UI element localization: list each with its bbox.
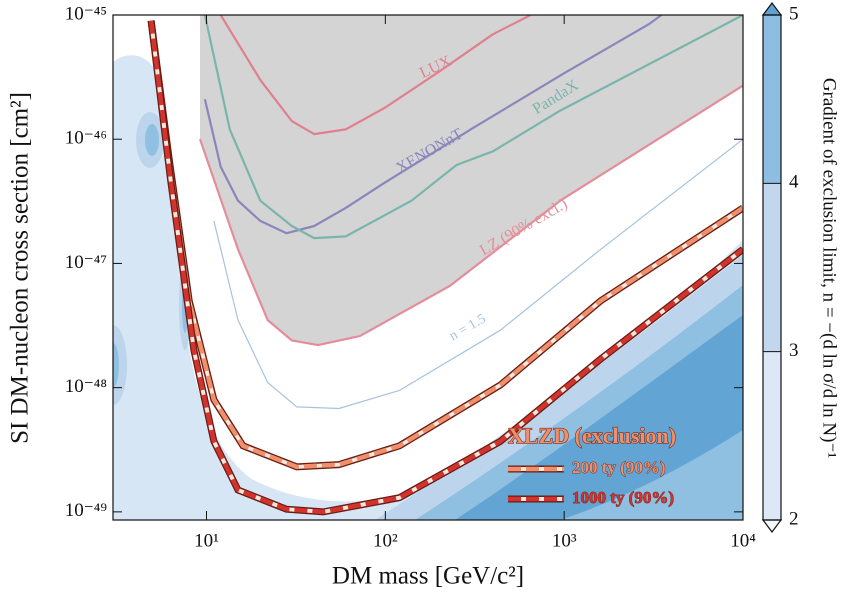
legend-label: 200 ty (90%)	[572, 458, 665, 477]
colorbar-label: Gradient of exclusion limit, n = −(d ln …	[819, 78, 840, 459]
contour-blob	[113, 325, 127, 405]
x-tick-label: 10¹	[194, 530, 219, 551]
colorbar-tick-label: 4	[789, 172, 799, 193]
plot-area	[147, 15, 743, 516]
contour-blob	[145, 124, 159, 156]
x-axis-label: DM mass [GeV/c²]	[332, 563, 524, 590]
curve	[203, 15, 743, 240]
colorbar-over	[761, 1, 783, 16]
y-tick-label: 10⁻⁴⁹	[65, 500, 108, 521]
colorbar-under	[761, 519, 783, 533]
y-tick-label: 10⁻⁴⁸	[65, 376, 107, 397]
colorbar-segment	[763, 15, 781, 184]
colorbar-segment	[763, 351, 781, 520]
y-tick-label: 10⁻⁴⁶	[65, 128, 107, 149]
colorbar-segment	[763, 183, 781, 352]
contour-level-4	[455, 315, 743, 520]
frame	[112, 14, 744, 521]
curve	[203, 15, 663, 235]
x-tick-label: 10²	[373, 530, 398, 551]
y-tick-label: 10⁻⁴⁷	[65, 252, 107, 273]
legend-label: 1000 ty (90%)	[572, 488, 674, 507]
x-tick-label: 10⁴	[730, 530, 756, 551]
x-tick-label: 10³	[552, 530, 577, 551]
curve	[148, 20, 743, 515]
curve	[219, 15, 532, 136]
excluded-region	[200, 15, 743, 346]
curve	[198, 84, 743, 347]
y-axis-label: SI DM-nucleon cross section [cm²]	[7, 92, 34, 444]
y-tick-label: 10⁻⁴⁵	[65, 3, 107, 24]
contour-blob	[113, 343, 119, 387]
legend-title: XLZD (exclusion)	[508, 423, 676, 448]
colorbar-tick-label: 5	[789, 3, 799, 24]
colorbar-tick-label: 2	[789, 508, 799, 529]
colorbar-tick-label: 3	[789, 340, 799, 361]
curve	[213, 138, 743, 410]
